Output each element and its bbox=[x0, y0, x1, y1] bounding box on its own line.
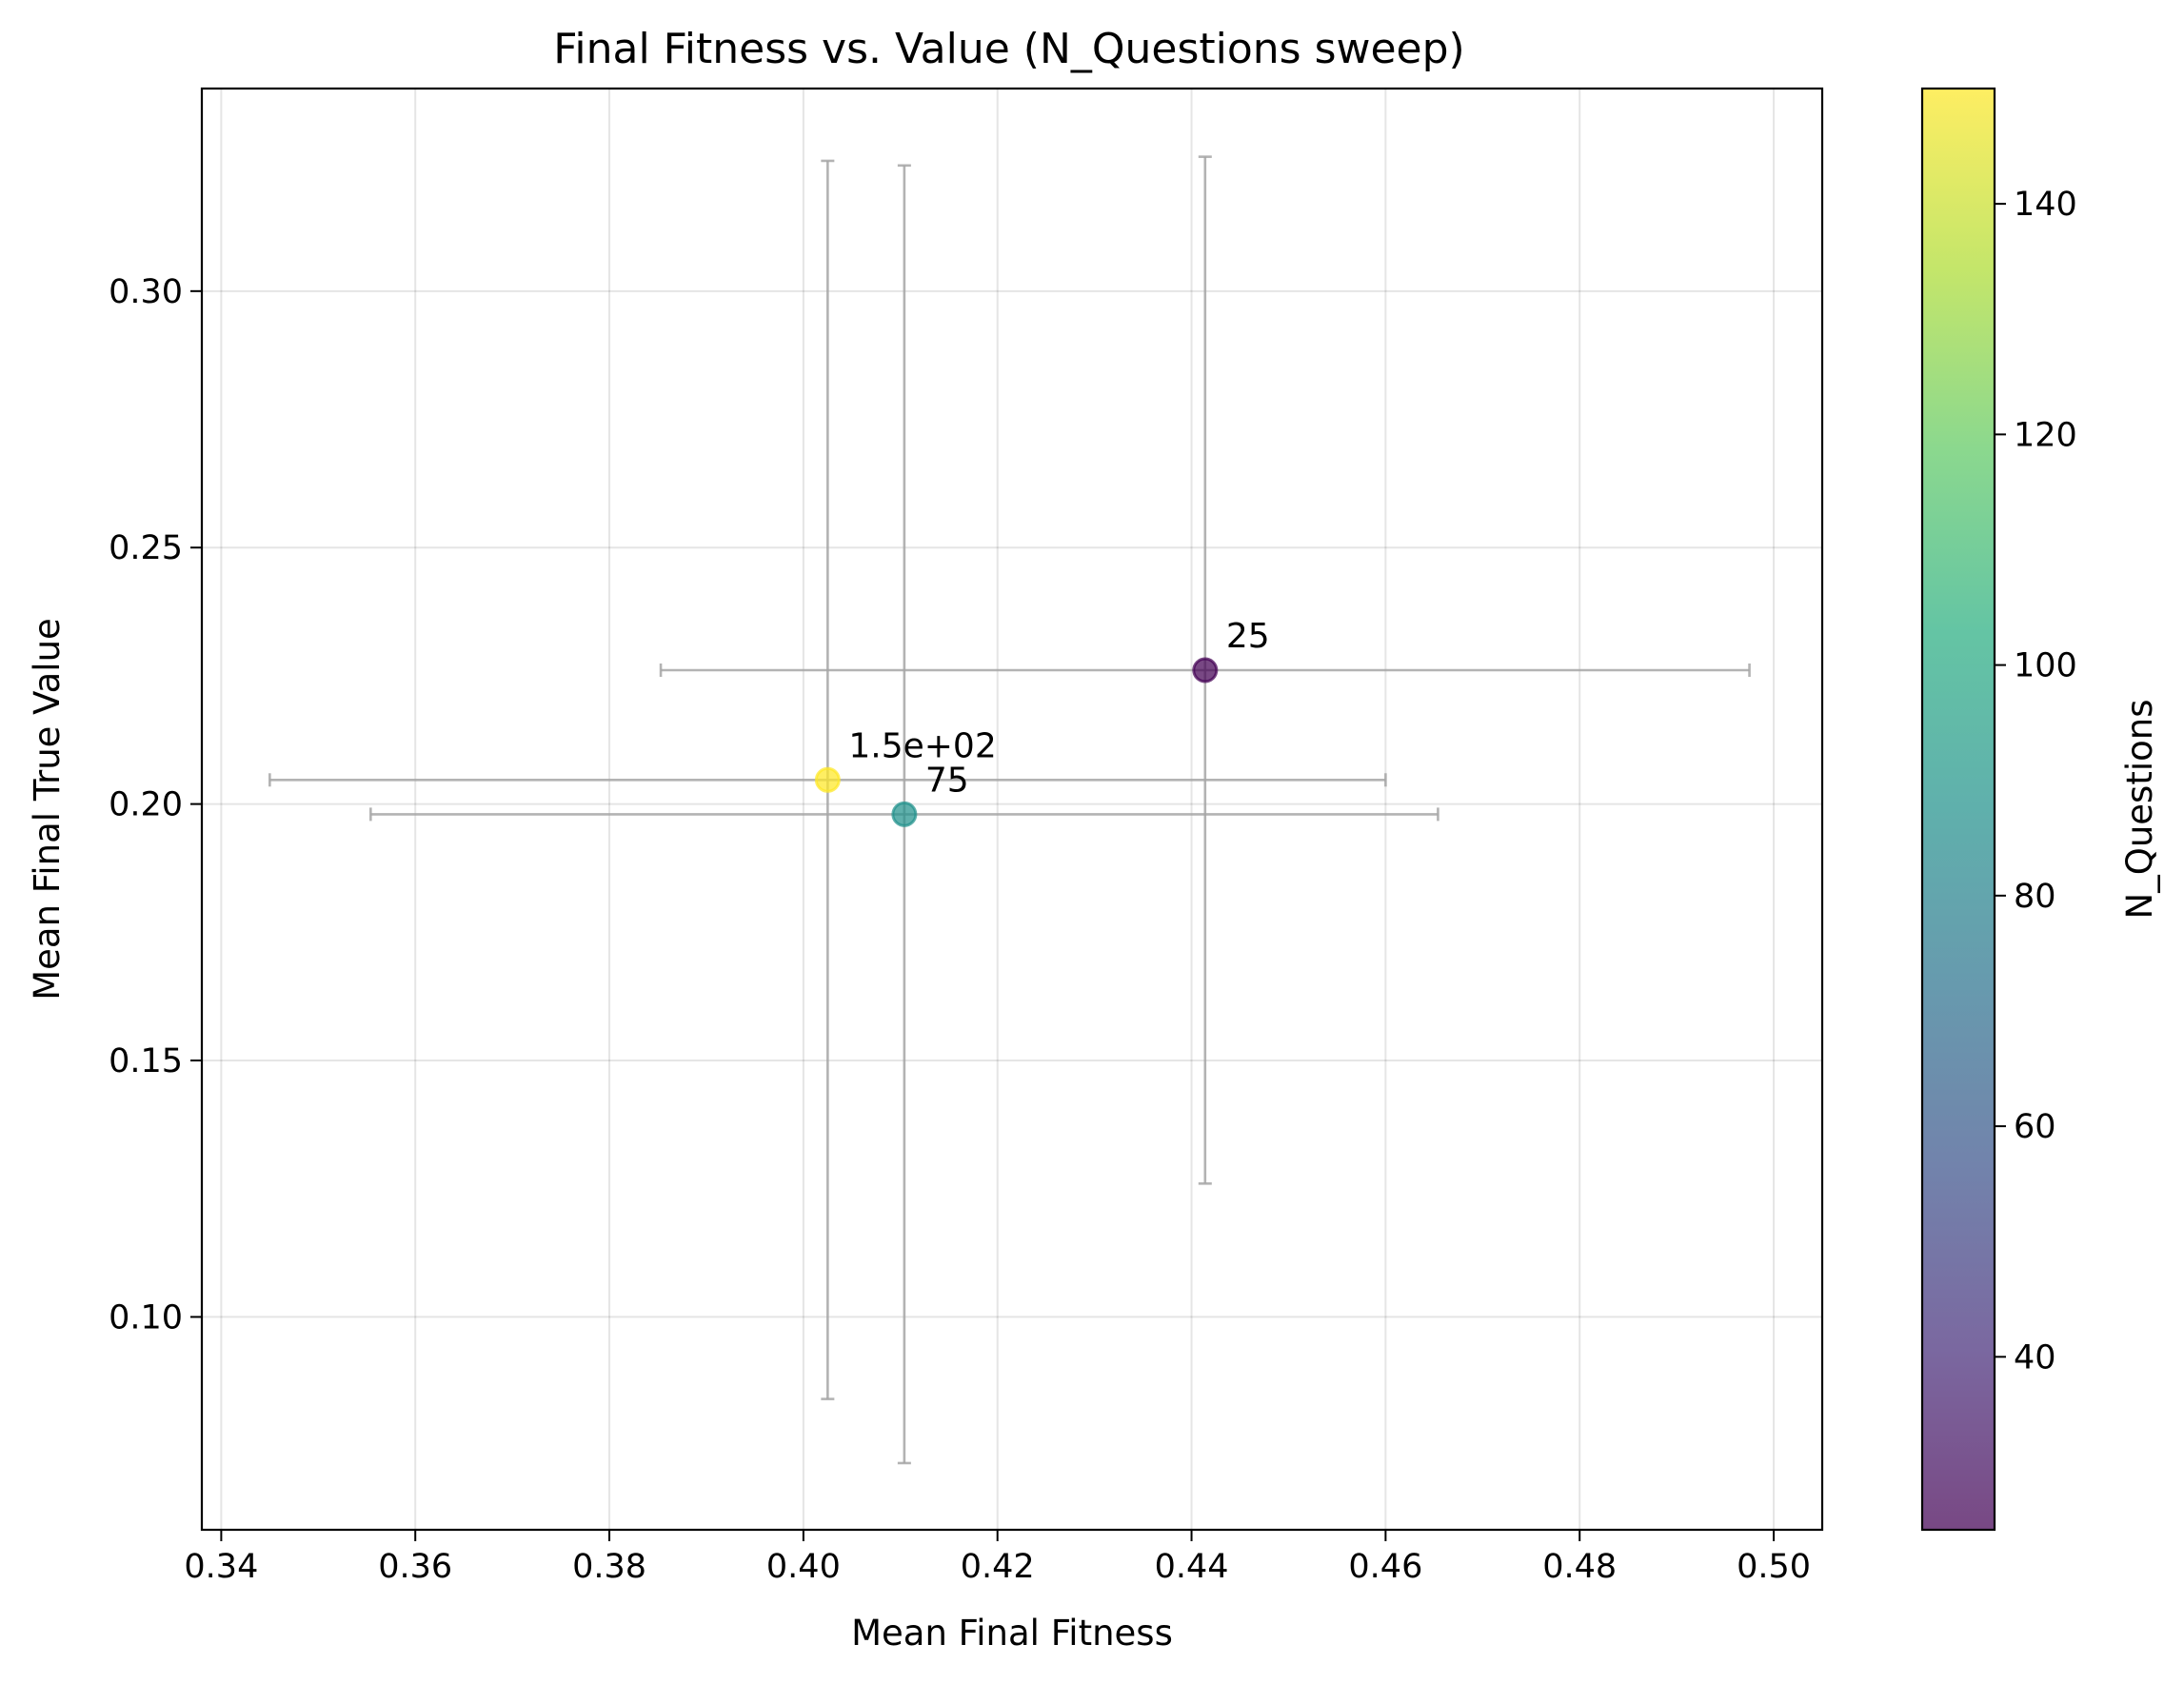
x-tick-label: 0.42 bbox=[961, 1548, 1035, 1586]
colorbar-tick-label: 60 bbox=[2014, 1108, 2056, 1146]
data-point bbox=[1192, 657, 1219, 684]
y-tick-label: 0.15 bbox=[109, 1042, 183, 1080]
colorbar-ticks: 40 60 80 100 120 140 bbox=[1995, 186, 2077, 1377]
y-tick-label: 0.30 bbox=[109, 273, 183, 311]
colorbar-frame bbox=[1920, 87, 1996, 1532]
y-tick-label: 0.20 bbox=[109, 786, 183, 824]
data-point-label: 1.5e+02 bbox=[848, 726, 996, 765]
x-tick-label: 0.44 bbox=[1155, 1548, 1229, 1586]
data-point bbox=[891, 801, 918, 827]
x-tick-label: 0.50 bbox=[1737, 1548, 1811, 1586]
grid-lines bbox=[202, 89, 1822, 1530]
y-tick-label: 0.10 bbox=[109, 1298, 183, 1337]
point-labels: 25 751.5e+02 bbox=[848, 617, 1269, 800]
chart-title: Final Fitness vs. Value (N_Questions swe… bbox=[553, 25, 1464, 73]
colorbar-tick-label: 100 bbox=[2014, 647, 2077, 685]
y-tick-label: 0.25 bbox=[109, 529, 183, 567]
x-tick-label: 0.48 bbox=[1542, 1548, 1617, 1586]
x-axis-label: Mean Final Fitness bbox=[851, 1613, 1173, 1654]
colorbar-label: N_Questions bbox=[2119, 700, 2160, 920]
x-tick-label: 0.38 bbox=[572, 1548, 646, 1586]
plot-frame bbox=[200, 87, 1824, 1532]
colorbar-tick-label: 80 bbox=[2014, 878, 2056, 916]
error-bars bbox=[268, 155, 1751, 1465]
x-tick-label: 0.46 bbox=[1348, 1548, 1422, 1586]
colorbar-tick-label: 40 bbox=[2014, 1338, 2056, 1377]
colorbar-tick-label: 140 bbox=[2014, 186, 2077, 224]
x-tick-label: 0.34 bbox=[184, 1548, 258, 1586]
y-axis-label: Mean Final True Value bbox=[27, 618, 68, 1000]
data-point bbox=[814, 766, 841, 793]
x-tick-label: 0.36 bbox=[378, 1548, 452, 1586]
y-axis-ticks: 0.10 0.15 0.20 0.25 0.30 bbox=[109, 273, 202, 1337]
x-tick-label: 0.40 bbox=[766, 1548, 841, 1586]
data-points bbox=[814, 657, 1219, 827]
data-point-label: 75 bbox=[925, 761, 969, 800]
data-point-label: 25 bbox=[1226, 617, 1270, 656]
x-axis-ticks: 0.34 0.36 0.38 0.40 0.42 0.44 0.46 0.48 0.50 bbox=[184, 1530, 1811, 1586]
colorbar-tick-label: 120 bbox=[2014, 416, 2077, 454]
colorbar-gradient bbox=[1922, 89, 1995, 1530]
